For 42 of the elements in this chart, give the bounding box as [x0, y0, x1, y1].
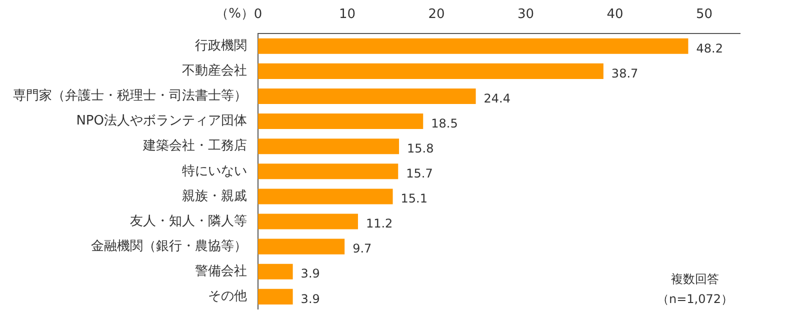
data-label: 18.5	[431, 116, 458, 130]
y-tick-label: 特にいない	[182, 164, 247, 179]
data-label: 48.2	[696, 41, 723, 56]
bar	[258, 164, 398, 180]
data-label: 3.9	[300, 292, 320, 306]
y-tick-label: 不動産会社	[182, 62, 247, 79]
bar	[258, 114, 424, 130]
annotation: 複数回答	[671, 272, 719, 286]
data-label: 15.7	[406, 166, 433, 181]
data-label: 15.8	[407, 141, 434, 156]
bar	[258, 214, 358, 230]
bar	[258, 88, 476, 104]
bar	[258, 188, 393, 204]
y-tick-label: NPO法人やボランティア団体	[76, 114, 247, 129]
x-tick-label: 10	[338, 7, 356, 22]
y-tick-label: その他	[208, 289, 247, 304]
data-label: 38.7	[611, 66, 638, 80]
data-label: 3.9	[300, 266, 320, 281]
data-label: 24.4	[484, 91, 511, 106]
bar	[258, 138, 400, 154]
y-tick-label: 友人・知人・隣人等	[130, 214, 247, 229]
y-tick-label: 建築会社・工務店	[142, 138, 247, 154]
bar	[258, 38, 688, 54]
x-tick-label: 30	[518, 7, 534, 22]
bar	[258, 238, 345, 254]
x-tick-label: 20	[428, 7, 445, 22]
annotation: （n=1,072）	[656, 292, 734, 306]
bar	[258, 63, 604, 79]
x-tick-label: 0	[254, 7, 262, 22]
y-tick-label: 警備会社	[195, 264, 247, 279]
bar	[258, 264, 293, 280]
x-tick-label: 50	[696, 7, 713, 22]
data-label: 9.7	[352, 242, 372, 256]
y-tick-label: 親族・親戚	[182, 188, 247, 204]
x-axis-title: （%）	[216, 6, 254, 22]
y-tick-label: 専門家（弁護士・税理士・司法書士等）	[13, 88, 247, 104]
y-tick-label: 行政機関	[195, 38, 247, 54]
x-tick-label: 40	[606, 7, 624, 22]
y-tick-label: 金融機関（銀行・農協等）	[91, 238, 247, 254]
data-label: 15.1	[400, 192, 428, 206]
bar	[258, 288, 293, 304]
data-label: 11.2	[366, 216, 393, 231]
